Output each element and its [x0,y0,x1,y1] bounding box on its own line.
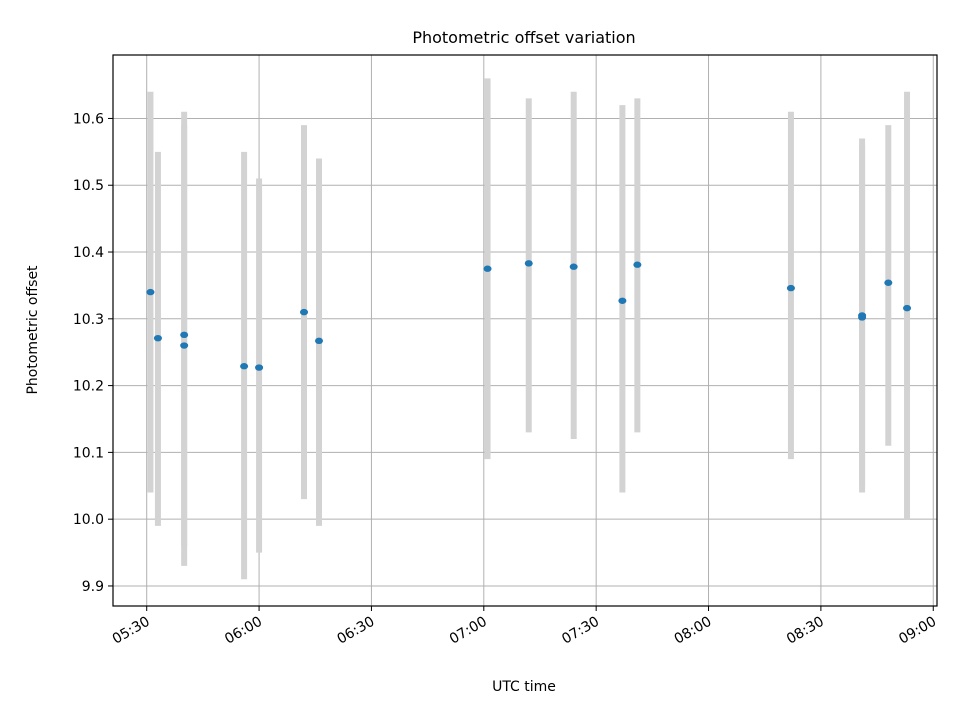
y-tick-label: 10.4 [73,245,104,261]
data-points [146,260,912,371]
data-point [884,279,893,286]
data-point [180,331,189,339]
y-tick-label: 9.9 [82,579,104,595]
y-tick-label: 10.2 [73,379,104,395]
data-point [786,284,795,292]
grid-lines [113,55,937,606]
y-tick-label: 10.1 [73,445,104,461]
data-point [618,297,627,304]
data-point [180,342,189,349]
data-point [483,265,492,272]
data-point [146,288,155,296]
y-tick-label: 10.0 [73,512,104,528]
data-point [240,363,249,370]
data-point [524,260,533,267]
data-point [569,263,578,270]
y-axis-ticks: 9.9 10.0 10.1 10.2 10.3 10.4 10.5 10.6 [73,111,113,595]
data-point [315,337,323,345]
y-tick-label: 10.6 [73,111,104,127]
chart-title: Photometric offset variation [412,28,635,47]
y-tick-label: 10.3 [73,312,104,328]
plot-frame [112,54,938,607]
y-tick-label: 10.5 [73,178,104,194]
data-point [153,334,162,342]
data-point [255,364,264,371]
y-axis-label: Photometric offset [25,265,41,395]
data-point [300,308,309,316]
data-point [858,312,867,319]
x-axis-label: UTC time [492,679,556,695]
data-point [903,304,912,312]
data-point [633,261,642,268]
